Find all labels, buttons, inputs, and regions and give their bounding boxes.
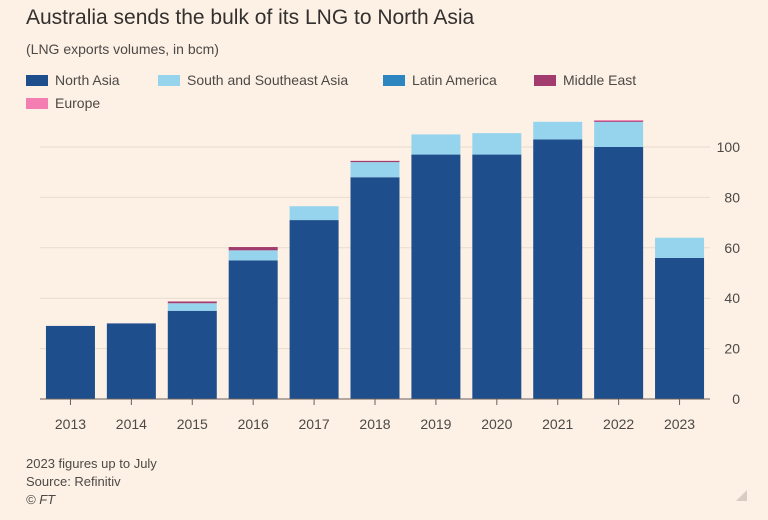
legend-item-north-asia: North Asia — [26, 72, 120, 88]
y-tick-label-100: 100 — [717, 139, 741, 155]
legend-item-middle-east: Middle East — [534, 72, 636, 88]
bar-2021-north-asia — [533, 139, 583, 399]
legend-label-north-asia: North Asia — [55, 72, 120, 88]
y-tick-label-0: 0 — [732, 391, 740, 407]
legend-item-latin-america: Latin America — [383, 72, 497, 88]
legend-label-south-southeast-asia: South and Southeast Asia — [187, 72, 349, 88]
legend-swatch-north-asia — [26, 74, 48, 86]
bar-2015-middle-east — [167, 301, 217, 304]
chart-title: Australia sends the bulk of its LNG to N… — [26, 6, 475, 29]
footnote: 2023 figures up to July — [26, 456, 157, 471]
bar-2015-north-asia — [167, 310, 217, 399]
bar-2019-north-asia — [411, 154, 461, 399]
x-tick-label-2013: 2013 — [55, 416, 86, 432]
resize-corner-icon — [736, 490, 747, 501]
legend-label-europe: Europe — [55, 95, 101, 111]
bar-2020-north-asia — [472, 154, 522, 399]
legend-swatch-middle-east — [534, 74, 556, 86]
bar-2022-europe — [594, 120, 644, 121]
bar-2018-south-and-southeast-asia — [350, 162, 400, 178]
bar-2013-north-asia — [45, 325, 95, 399]
bar-2015-south-and-southeast-asia — [167, 303, 217, 311]
bar-2022-middle-east — [594, 120, 644, 122]
x-tick-label-2015: 2015 — [177, 416, 208, 432]
bar-2016-south-and-southeast-asia — [228, 250, 278, 261]
legend-label-middle-east: Middle East — [563, 72, 637, 88]
x-tick-label-2019: 2019 — [420, 416, 451, 432]
bar-2020-south-and-southeast-asia — [472, 133, 522, 155]
legend-swatch-south-southeast-asia — [158, 74, 180, 86]
y-tick-label-80: 80 — [724, 189, 740, 205]
legend-label-latin-america: Latin America — [412, 72, 497, 88]
chart-subtitle: (LNG exports volumes, in bcm) — [26, 41, 219, 57]
bar-2014-north-asia — [106, 323, 156, 399]
bar-2019-south-and-southeast-asia — [411, 134, 461, 155]
bar-2021-south-and-southeast-asia — [533, 121, 583, 140]
x-tick-label-2021: 2021 — [542, 416, 573, 432]
y-tick-label-20: 20 — [724, 341, 740, 357]
x-tick-label-2017: 2017 — [299, 416, 330, 432]
credit-note: © FT — [26, 492, 56, 507]
bar-2022-north-asia — [594, 147, 644, 399]
bar-2018-middle-east — [350, 160, 400, 163]
bar-2017-north-asia — [289, 220, 339, 399]
bar-2016-north-asia — [228, 260, 278, 399]
legend-item-south-southeast-asia: South and Southeast Asia — [158, 72, 348, 88]
bar-2022-south-and-southeast-asia — [594, 121, 644, 147]
bar-2017-south-and-southeast-asia — [289, 206, 339, 221]
y-tick-label-60: 60 — [724, 240, 740, 256]
x-tick-label-2016: 2016 — [238, 416, 269, 432]
y-tick-label-40: 40 — [724, 290, 740, 306]
x-tick-label-2014: 2014 — [116, 416, 147, 432]
bar-2016-middle-east — [228, 247, 278, 251]
source-note: Source: Refinitiv — [26, 474, 121, 489]
bar-2023-north-asia — [655, 257, 705, 399]
bar-2018-north-asia — [350, 177, 400, 399]
x-tick-label-2023: 2023 — [664, 416, 695, 432]
bar-2023-south-and-southeast-asia — [655, 237, 705, 258]
x-tick-label-2018: 2018 — [359, 416, 390, 432]
legend-swatch-latin-america — [383, 74, 405, 86]
legend-item-europe: Europe — [26, 95, 100, 111]
x-tick-label-2022: 2022 — [603, 416, 634, 432]
legend-swatch-europe — [26, 97, 48, 109]
x-tick-label-2020: 2020 — [481, 416, 512, 432]
